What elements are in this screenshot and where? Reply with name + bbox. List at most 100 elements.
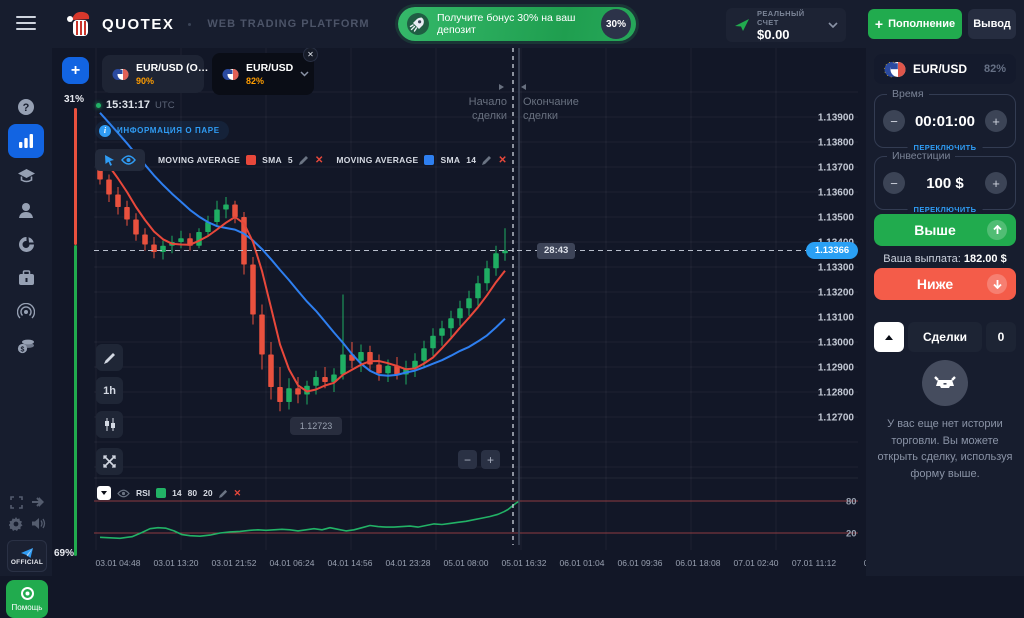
trades-header: Сделки 0 [874, 322, 1016, 352]
time-axis-label: 04.01 23:28 [386, 558, 431, 568]
current-price-badge: 1.13366 [806, 242, 858, 259]
asset-tab-inactive[interactable]: EUR/USD (O… 90% [102, 55, 208, 93]
time-increase-button[interactable]: + [984, 110, 1007, 132]
candle-body [124, 207, 130, 220]
candle-body [448, 318, 454, 329]
tab-close-icon[interactable]: ✕ [303, 47, 318, 62]
candle-body [133, 219, 139, 235]
settings-gear-icon[interactable] [9, 517, 23, 531]
add-asset-button[interactable]: + [62, 57, 89, 84]
time-decrease-button[interactable]: − [883, 110, 905, 132]
tab-payout: 82% [246, 76, 265, 86]
price-axis-label: 1.13700 [818, 163, 855, 174]
candle-body [322, 377, 328, 382]
edit-pencil-icon[interactable] [482, 155, 492, 165]
zoom-out-button[interactable]: − [458, 450, 477, 469]
time-value[interactable]: 00:01:00 [914, 112, 976, 130]
candle-body [295, 388, 301, 395]
legend-controls[interactable] [95, 149, 145, 171]
time-axis-label: 06.01 18:08 [676, 558, 721, 568]
pair-info-button[interactable]: i ИНФОРМАЦИЯ О ПАРЕ [95, 121, 229, 140]
sidebar-item-signals[interactable] [0, 296, 52, 328]
fullscreen-icon[interactable] [10, 496, 23, 509]
price-axis-label: 1.13900 [818, 113, 855, 124]
sidebar-item-market[interactable] [0, 262, 52, 294]
price-axis-label: 1.13100 [818, 313, 855, 324]
price-chart[interactable]: 80 20 1.13900 1.13800 1.13700 1.13600 1.13500 1… [0, 0, 1024, 576]
call-up-button[interactable]: Выше [874, 214, 1016, 246]
indicator-sma14[interactable]: MOVING AVERAGE SMA 14 ✕ [336, 154, 507, 166]
candle-body [358, 352, 364, 361]
chart-type-button[interactable] [96, 411, 123, 438]
investment-decrease-button[interactable]: − [883, 172, 905, 194]
sidebar-item-help[interactable]: ? [0, 91, 52, 123]
investment-value[interactable]: 100 $ [926, 174, 964, 192]
trades-collapse-button[interactable] [874, 322, 904, 352]
sma14-line [99, 112, 506, 377]
investment-increase-button[interactable]: + [984, 172, 1007, 194]
chevron-down-icon[interactable] [300, 71, 309, 77]
investment-switch-link[interactable]: ПЕРЕКЛЮЧИТЬ [907, 205, 983, 214]
sidebar-item-profile[interactable] [0, 194, 52, 226]
candle-body [466, 298, 472, 309]
remove-indicator-icon[interactable]: ✕ [233, 487, 242, 498]
rsi-color-swatch [156, 488, 167, 498]
sentiment-up-percent: 31% [63, 94, 84, 105]
deposit-button[interactable]: + Пополнение [868, 9, 962, 39]
timeframe-button[interactable]: 1h [96, 377, 123, 404]
time-axis-label: 03.01 21:52 [212, 558, 257, 568]
put-down-button[interactable]: Ниже [874, 268, 1016, 300]
plus-icon: + [874, 16, 884, 32]
price-axis-label: 1.12800 [818, 388, 855, 399]
candle-body [331, 374, 337, 382]
menu-icon[interactable] [16, 16, 36, 30]
arrow-up-icon [987, 220, 1007, 240]
rsi-lower: 20 [203, 488, 213, 498]
edit-pencil-icon[interactable] [298, 155, 309, 165]
pair-selector[interactable]: EUR/USD 82% [874, 54, 1016, 84]
edit-pencil-icon[interactable] [218, 489, 228, 498]
logo[interactable]: QUOTEX WEB TRADING PLATFORM [66, 9, 370, 39]
rsi-legend: RSI 14 80 20 ✕ [97, 486, 241, 500]
eye-icon[interactable] [121, 155, 136, 165]
tab-payout: 90% [136, 76, 155, 86]
rsi-collapse-button[interactable] [97, 486, 111, 500]
sound-icon[interactable] [31, 517, 46, 530]
sma5-line [99, 153, 506, 393]
indicator-legend: MOVING AVERAGE SMA 5 ✕ MOVING AVERAGE SM… [95, 149, 507, 171]
remove-indicator-icon[interactable]: ✕ [314, 154, 324, 166]
remove-indicator-icon[interactable]: ✕ [498, 154, 507, 166]
sidebar-item-trading[interactable] [8, 124, 44, 158]
candle-body [115, 194, 121, 207]
trade-countdown-badge: 28:43 [537, 242, 576, 259]
official-telegram-badge[interactable]: OFFICIAL [7, 540, 47, 572]
asset-tab-active[interactable]: EUR/USD 82% [212, 53, 314, 95]
indicator-sma5[interactable]: MOVING AVERAGE SMA 5 ✕ [158, 154, 324, 166]
eye-icon[interactable] [117, 489, 130, 498]
candle-body [412, 360, 418, 369]
help-button[interactable]: Помощь [6, 580, 48, 618]
draw-tool-button[interactable] [96, 344, 123, 371]
payout-info: Ваша выплата: 182.00 $ [883, 253, 1007, 265]
support-icon [20, 586, 34, 600]
candle-body [475, 283, 481, 299]
withdraw-button[interactable]: Вывод [968, 9, 1016, 39]
candle-body [484, 268, 490, 284]
price-axis-label: 1.13600 [818, 188, 855, 199]
zoom-in-button[interactable]: + [481, 450, 500, 469]
time-axis-label: 07.01 11:12 [792, 558, 837, 568]
sidebar-item-education[interactable] [0, 160, 52, 192]
trade-panel: EUR/USD 82% Время − 00:01:00 + ПЕРЕКЛЮЧИ… [866, 48, 1024, 576]
time-field-label: Время [887, 88, 929, 100]
indicators-button[interactable] [96, 448, 123, 475]
account-selector[interactable]: РЕАЛЬНЫЙ СЧЕТ $0.00 [726, 8, 846, 42]
arrow-right-icon[interactable] [31, 495, 45, 509]
bonus-banner[interactable]: Получите бонус 30% на ваш депозит 30% [398, 7, 636, 41]
sidebar-item-tournaments[interactable]: $ [0, 330, 52, 362]
flag-icon [112, 66, 129, 83]
cursor-icon[interactable] [104, 154, 115, 166]
trades-title[interactable]: Сделки [908, 322, 982, 352]
time-switch-link[interactable]: ПЕРЕКЛЮЧИТЬ [907, 143, 983, 152]
sidebar-item-analytics[interactable] [0, 228, 52, 260]
trade-end-arrow-icon [521, 84, 526, 90]
